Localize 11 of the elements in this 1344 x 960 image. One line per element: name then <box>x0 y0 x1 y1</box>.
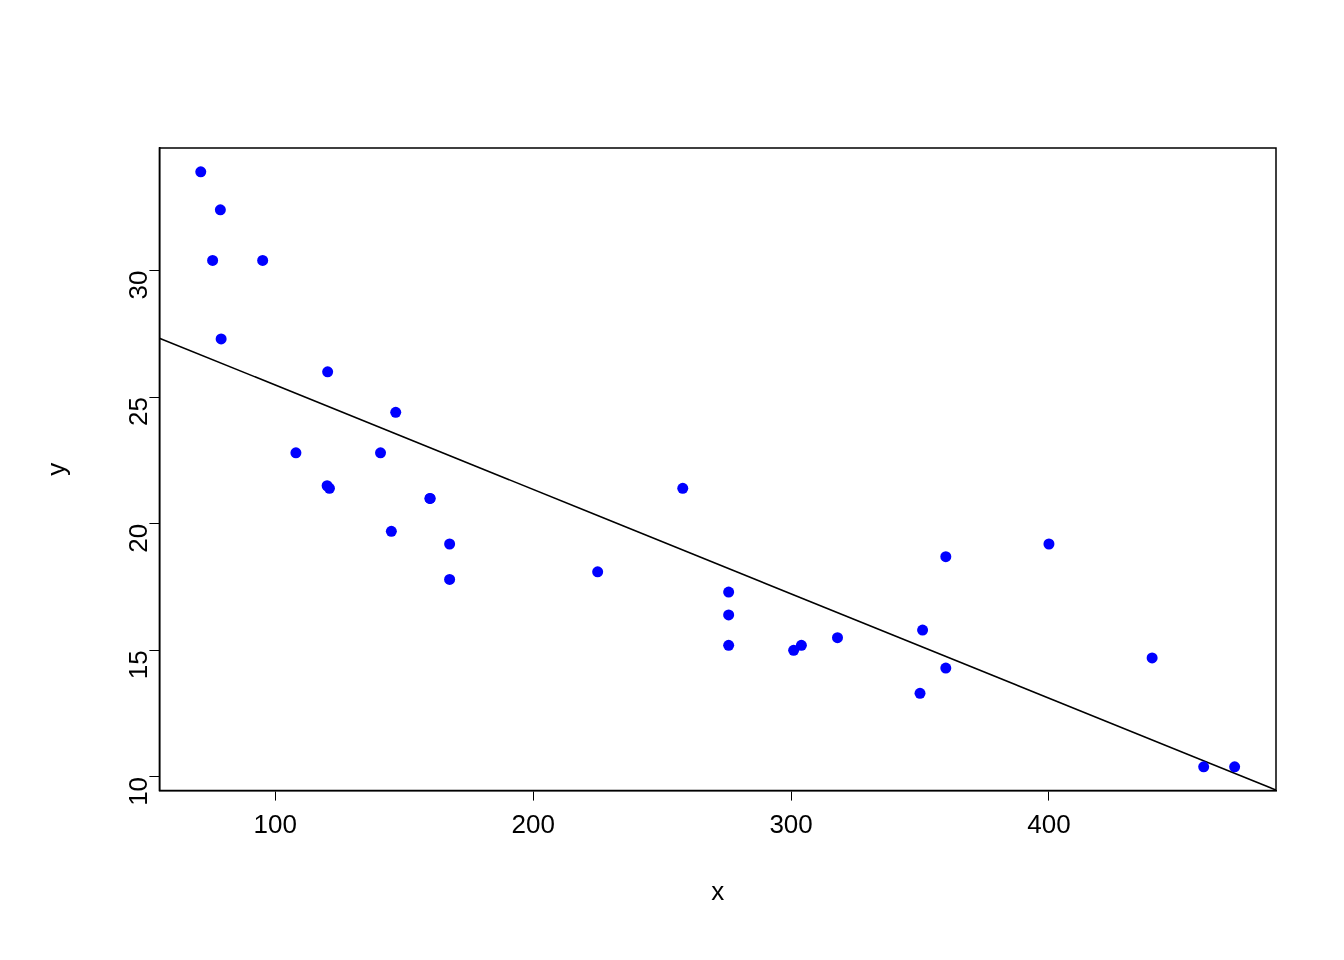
y-tick-label: 30 <box>122 270 153 300</box>
y-tick-label: 10 <box>122 776 153 806</box>
y-tick-label: 15 <box>122 650 153 680</box>
x-tick-label: 100 <box>253 809 297 840</box>
y-tick-label: 25 <box>122 397 153 427</box>
x-tick-label: 400 <box>1027 809 1071 840</box>
x-axis-title: x <box>711 875 725 906</box>
x-tick-label: 300 <box>769 809 813 840</box>
y-tick-label: 20 <box>122 523 153 553</box>
y-axis-title: y <box>40 462 71 476</box>
x-tick-label: 200 <box>511 809 555 840</box>
